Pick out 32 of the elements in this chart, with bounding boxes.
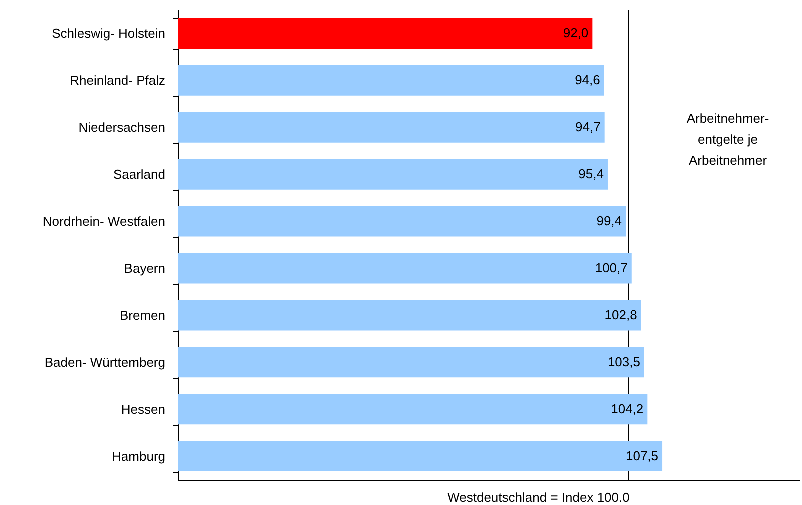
bar <box>178 206 626 237</box>
bar <box>178 18 593 49</box>
data-label: 102,8 <box>604 307 638 322</box>
data-label: 107,5 <box>626 448 659 464</box>
data-label: 103,5 <box>608 354 640 370</box>
y-tick-label: Niedersachsen <box>78 120 166 136</box>
bar <box>178 300 642 331</box>
bar <box>178 65 604 96</box>
y-tick-label: Nordrhein- Westfalen <box>42 214 166 230</box>
data-label: 99,4 <box>596 214 622 229</box>
ref-line-label: Westdeutschland = Index 100.0 <box>448 490 630 505</box>
bar <box>178 253 632 284</box>
data-label: 94,6 <box>575 72 600 88</box>
y-tick-label: Schleswig- Holstein <box>52 26 166 42</box>
data-label: 92,0 <box>563 26 589 41</box>
y-tick-label: Baden- Württemberg <box>44 354 166 370</box>
bar <box>178 347 644 378</box>
data-label: 95,4 <box>578 166 604 182</box>
data-label: 104,2 <box>611 401 644 416</box>
y-tick-label: Saarland <box>113 167 166 182</box>
data-label: 100,7 <box>595 260 628 276</box>
annotation: Arbeitnehmer-entgelte je Arbeitnehmer <box>686 111 770 168</box>
bar <box>178 394 648 425</box>
y-tick-label: Hamburg <box>112 448 166 464</box>
y-tick-label: Bayern <box>124 260 166 276</box>
bar <box>178 112 605 143</box>
y-tick-label: Rheinland- Pfalz <box>70 73 166 88</box>
bar <box>178 441 663 472</box>
y-tick-label: Hessen <box>121 402 166 417</box>
bar <box>178 159 608 190</box>
y-tick-label: Bremen <box>120 308 166 323</box>
data-label: 94,7 <box>576 120 601 135</box>
